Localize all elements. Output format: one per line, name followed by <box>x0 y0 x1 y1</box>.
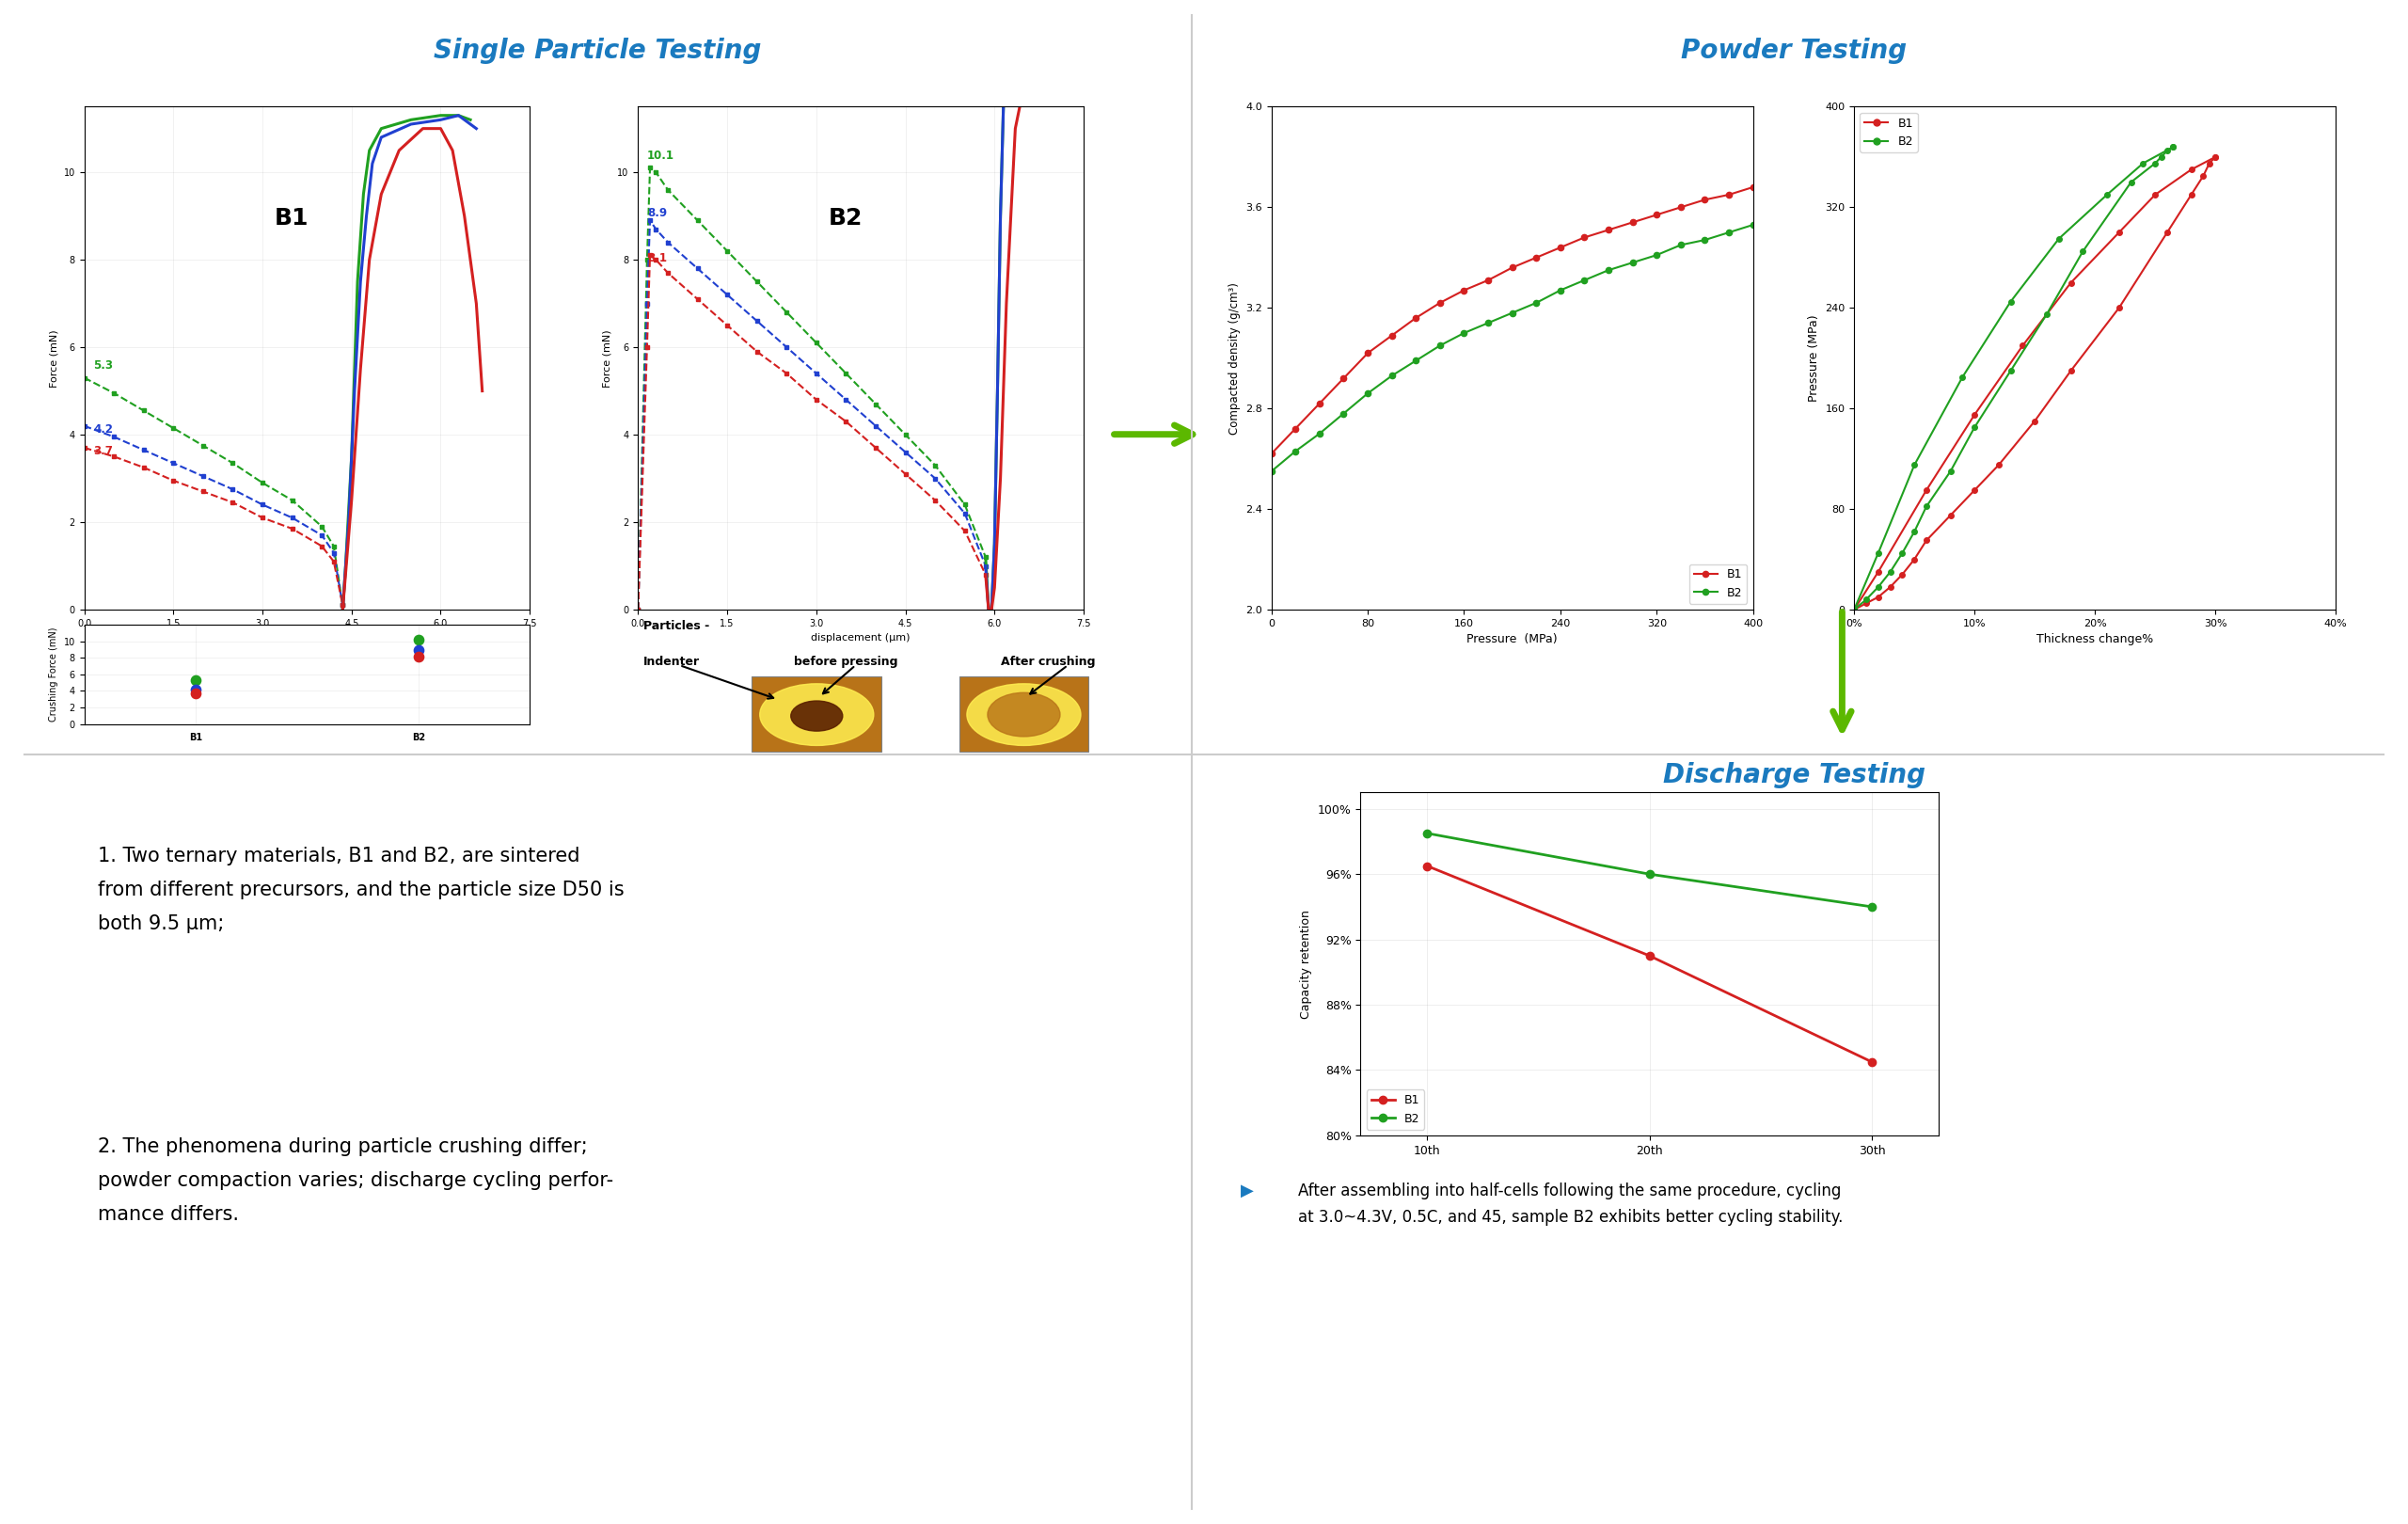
Y-axis label: Force (mN): Force (mN) <box>48 329 58 387</box>
B2 <box>1714 224 1743 242</box>
Text: 8.1: 8.1 <box>648 253 667 265</box>
Y-axis label: Capacity retention: Capacity retention <box>1300 910 1312 1018</box>
B1 <box>1353 344 1382 363</box>
Point <box>400 637 438 661</box>
B1 <box>1642 206 1671 224</box>
B2 <box>1618 253 1647 271</box>
B1 <box>1690 190 1719 209</box>
B2 <box>1281 442 1310 460</box>
B2 <box>1739 216 1767 235</box>
Text: After assembling into half-cells following the same procedure, cycling
at 3.0~4.: After assembling into half-cells followi… <box>1298 1183 1842 1225</box>
Text: 5.3: 5.3 <box>94 360 113 372</box>
Text: 2. The phenomena during particle crushing differ;
powder compaction varies; disc: 2. The phenomena during particle crushin… <box>99 1138 614 1224</box>
X-axis label: Pressure  (MPa): Pressure (MPa) <box>1466 634 1558 646</box>
Line: B2: B2 <box>1269 223 1755 474</box>
B2 <box>1329 404 1358 422</box>
B2 <box>1305 424 1334 442</box>
B1 <box>1714 186 1743 204</box>
Text: Particles -: Particles - <box>643 620 710 632</box>
B2 <box>1474 314 1503 332</box>
B2 <box>1426 337 1454 355</box>
Ellipse shape <box>968 684 1081 745</box>
Y-axis label: Force (mN): Force (mN) <box>602 329 612 387</box>
B1 <box>1413 856 1442 875</box>
B1 <box>1635 946 1664 965</box>
B1 <box>1857 1053 1885 1071</box>
FancyBboxPatch shape <box>751 677 881 751</box>
B2 <box>1690 230 1719 248</box>
Line: B2: B2 <box>1423 829 1876 911</box>
Point <box>400 628 438 652</box>
Point <box>400 645 438 669</box>
X-axis label: displacement (μm): displacement (μm) <box>258 634 356 643</box>
Point <box>176 681 214 706</box>
B1 <box>1570 229 1599 247</box>
Text: Single Particle Testing: Single Particle Testing <box>433 38 761 64</box>
Text: B2: B2 <box>828 207 862 230</box>
Text: 4.2: 4.2 <box>94 424 113 436</box>
B1 <box>1329 369 1358 387</box>
B1 <box>1401 309 1430 328</box>
B2 <box>1570 271 1599 290</box>
Legend: B1, B2: B1, B2 <box>1690 564 1748 604</box>
Text: 10.1: 10.1 <box>648 149 674 162</box>
B1 <box>1666 198 1695 216</box>
B1 <box>1739 178 1767 197</box>
B2 <box>1635 866 1664 884</box>
B1 <box>1618 213 1647 232</box>
Y-axis label: Pressure (MPa): Pressure (MPa) <box>1808 314 1820 402</box>
B1 <box>1522 248 1551 267</box>
Line: B1: B1 <box>1269 184 1755 457</box>
Ellipse shape <box>987 692 1060 736</box>
Text: before pressing: before pressing <box>795 655 898 668</box>
B1 <box>1377 326 1406 344</box>
B2 <box>1642 245 1671 264</box>
B1 <box>1281 419 1310 437</box>
B2 <box>1377 367 1406 386</box>
Point <box>176 677 214 701</box>
Text: ▶: ▶ <box>1240 1183 1255 1199</box>
Legend: B1, B2: B1, B2 <box>1365 1090 1423 1129</box>
B2 <box>1413 824 1442 843</box>
B2 <box>1522 294 1551 312</box>
B2 <box>1353 384 1382 402</box>
Y-axis label: Crushing Force (mN): Crushing Force (mN) <box>48 626 58 722</box>
Text: 1. Two ternary materials, B1 and B2, are sintered
from different precursors, and: 1. Two ternary materials, B1 and B2, are… <box>99 847 624 933</box>
Y-axis label: Compacted density (g/cm³): Compacted density (g/cm³) <box>1228 282 1240 434</box>
B1 <box>1305 395 1334 413</box>
B1 <box>1450 280 1479 299</box>
Text: After crushing: After crushing <box>1002 655 1096 668</box>
Text: Discharge Testing: Discharge Testing <box>1664 762 1924 788</box>
B2 <box>1857 898 1885 916</box>
Ellipse shape <box>761 684 874 745</box>
B2 <box>1450 325 1479 343</box>
Legend: B1, B2: B1, B2 <box>1859 113 1917 152</box>
B1 <box>1546 238 1575 256</box>
B2 <box>1594 261 1623 279</box>
FancyBboxPatch shape <box>958 677 1088 751</box>
X-axis label: displacement (μm): displacement (μm) <box>811 634 910 643</box>
B2 <box>1498 303 1527 322</box>
Point <box>176 668 214 692</box>
Text: Powder Testing: Powder Testing <box>1681 38 1907 64</box>
B1 <box>1594 221 1623 239</box>
B1 <box>1474 271 1503 290</box>
B1 <box>1498 259 1527 277</box>
B2 <box>1546 280 1575 299</box>
Text: 3.7: 3.7 <box>94 445 113 457</box>
Text: 8.9: 8.9 <box>648 207 667 219</box>
B2 <box>1401 352 1430 370</box>
Text: B1: B1 <box>275 207 308 230</box>
Ellipse shape <box>790 701 843 732</box>
B1 <box>1257 445 1286 463</box>
B1 <box>1426 294 1454 312</box>
B2 <box>1257 462 1286 480</box>
Text: Indenter: Indenter <box>643 655 701 668</box>
X-axis label: Thickness change%: Thickness change% <box>2037 634 2153 646</box>
Line: B1: B1 <box>1423 863 1876 1065</box>
B2 <box>1666 236 1695 255</box>
